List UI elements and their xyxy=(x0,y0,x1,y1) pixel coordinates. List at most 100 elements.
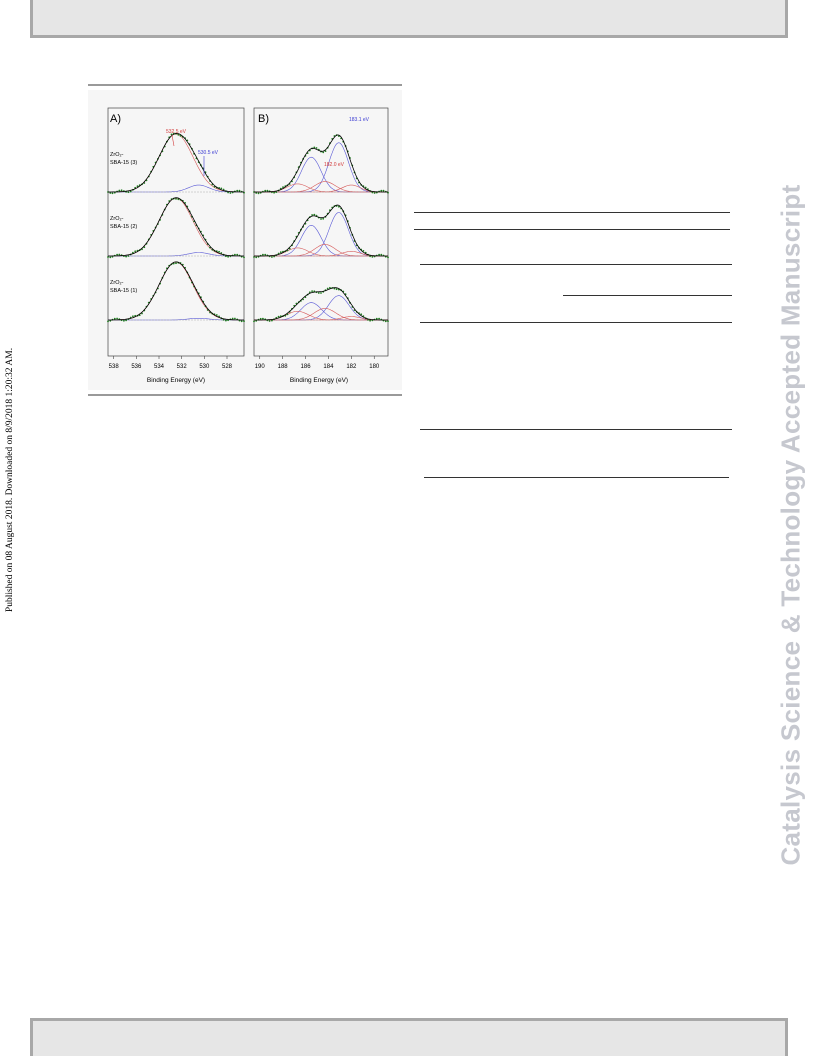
x-tick-label: 532 xyxy=(177,364,188,370)
data-point xyxy=(236,189,239,192)
data-point xyxy=(227,191,230,194)
panel-a-plot xyxy=(107,107,245,357)
header-bar xyxy=(30,0,788,38)
annotation-183-1: 183.1 eV xyxy=(349,117,370,123)
component-peak xyxy=(108,252,244,257)
data-point xyxy=(262,317,264,320)
data-point xyxy=(320,218,322,220)
data-point xyxy=(369,255,371,258)
panel-b-frame xyxy=(253,107,389,357)
panel-b-series-1 xyxy=(253,134,389,195)
data-point xyxy=(136,185,139,188)
data-point xyxy=(243,320,245,322)
data-point xyxy=(259,317,262,320)
data-point xyxy=(311,290,313,292)
data-point xyxy=(170,133,173,136)
data-point xyxy=(364,186,367,189)
data-point xyxy=(109,192,112,194)
x-tick-label: 530 xyxy=(199,364,210,370)
panel-a-series-1 xyxy=(107,132,245,195)
data-point xyxy=(271,256,273,258)
data-point xyxy=(375,317,378,320)
annotation-532-5: 532.5 eV xyxy=(166,129,187,135)
panel-a-label: A) xyxy=(110,113,121,125)
data-point xyxy=(380,253,383,256)
data-point xyxy=(175,198,177,200)
data-point xyxy=(268,320,271,322)
data-point xyxy=(380,189,383,192)
data-point xyxy=(231,317,234,320)
x-tick-label: 534 xyxy=(154,364,165,370)
figure-bottom-rule xyxy=(88,394,402,396)
data-point xyxy=(234,317,236,320)
data-point xyxy=(255,320,258,322)
panel-a-series-2 xyxy=(107,197,245,259)
data-point xyxy=(329,286,331,289)
data-point xyxy=(238,189,241,192)
data-point xyxy=(367,319,369,321)
data-point xyxy=(125,255,127,258)
data-point xyxy=(371,191,374,194)
journal-watermark: Catalysis Science & Technology Accepted … xyxy=(776,184,806,865)
data-point xyxy=(127,255,130,257)
data-point xyxy=(313,213,316,216)
data-point xyxy=(362,250,365,252)
publication-note: Published on 08 August 2018. Downloaded … xyxy=(5,348,22,612)
x-tick-label: 180 xyxy=(369,364,380,370)
data-point xyxy=(107,320,109,323)
data-point xyxy=(315,147,318,149)
data-point xyxy=(111,255,114,258)
panel-a-annotations: 532.5 eV 530.5 eV xyxy=(166,129,219,176)
data-point xyxy=(264,189,267,192)
data-point xyxy=(338,205,340,208)
data-point xyxy=(271,319,273,322)
data-point xyxy=(382,189,385,192)
data-point xyxy=(286,313,289,316)
data-point xyxy=(324,150,327,152)
data-point xyxy=(215,314,218,316)
data-point xyxy=(378,253,380,256)
data-point xyxy=(266,189,269,192)
data-point xyxy=(222,318,225,321)
data-point xyxy=(257,192,260,195)
data-point xyxy=(179,135,182,137)
fit-envelope xyxy=(254,204,388,257)
xps-figure: A) B) ZrO₂- SBA-15 (3) ZrO₂- SBA-15 (2) ZrO₂… xyxy=(88,86,402,394)
fit-envelope xyxy=(108,197,244,257)
data-point xyxy=(240,320,243,323)
fit-envelope xyxy=(254,134,388,193)
x-tick-label: 536 xyxy=(131,364,142,370)
data-point xyxy=(125,319,127,322)
sample-label-line: ZrO₂- xyxy=(110,152,124,158)
sample-label-line: ZrO₂- xyxy=(110,280,124,286)
panel-b-series-3 xyxy=(253,286,389,323)
xps-spectra-svg: A) B) ZrO₂-SBA-15 (3)ZrO₂-SBA-15 (2)ZrO₂… xyxy=(88,90,402,390)
data-point xyxy=(335,288,338,291)
data-point xyxy=(225,319,227,322)
publication-note-text: Published on 08 August 2018. Downloaded … xyxy=(5,347,15,613)
data-point xyxy=(255,192,258,194)
data-point xyxy=(275,191,278,193)
data-point xyxy=(127,191,130,194)
x-tick-label: 528 xyxy=(222,364,233,370)
panel-b-x-axis: 190 188 186 184 182 180 xyxy=(255,356,380,370)
data-point xyxy=(134,250,137,253)
data-point xyxy=(373,192,376,194)
x-tick-label: 188 xyxy=(278,364,289,370)
data-point xyxy=(360,313,363,316)
data-point xyxy=(116,253,118,256)
data-point xyxy=(229,192,232,194)
table-rule-7 xyxy=(424,477,729,478)
data-point xyxy=(387,256,389,259)
table-rule-1 xyxy=(414,212,730,213)
figure-top-rule xyxy=(88,84,402,86)
fit-envelope xyxy=(108,133,244,193)
sample-label-line: ZrO₂- xyxy=(110,216,124,222)
data-point xyxy=(107,256,109,258)
data-point xyxy=(322,151,325,154)
data-point xyxy=(333,287,336,290)
data-point xyxy=(243,256,245,259)
table-rule-4 xyxy=(563,295,732,296)
data-point xyxy=(175,262,177,265)
sample-label-line: SBA-15 (1) xyxy=(110,288,137,294)
